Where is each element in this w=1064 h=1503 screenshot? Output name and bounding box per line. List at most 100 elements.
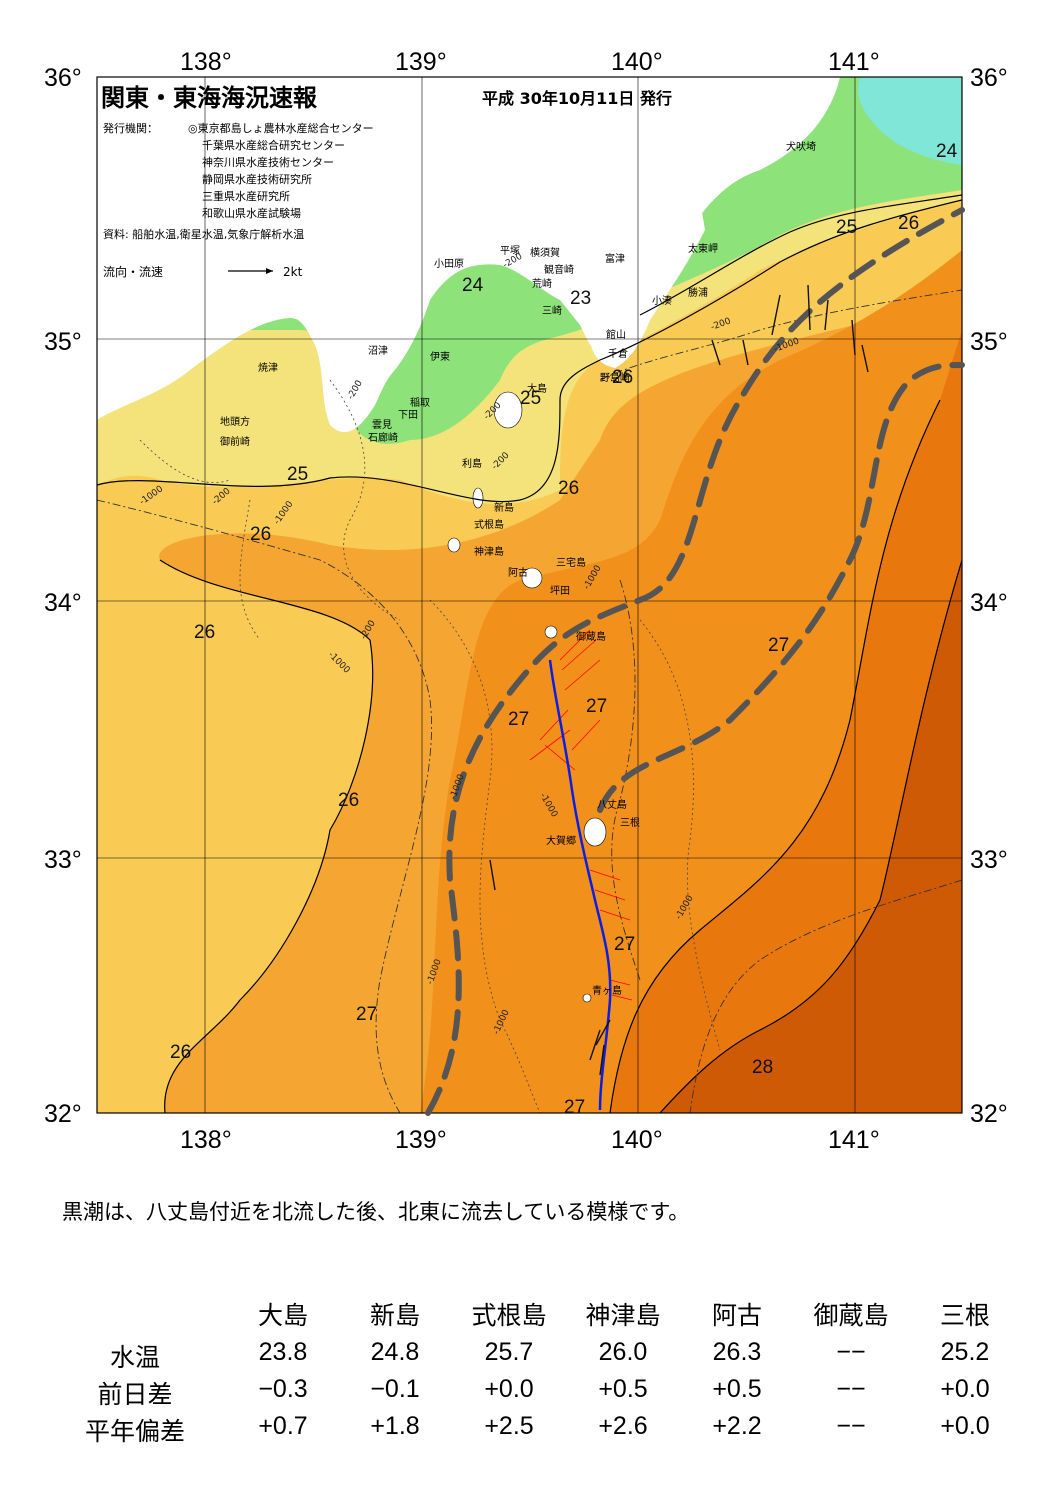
lat-left-32: 32°: [44, 1100, 82, 1128]
legend-label: 流向・流速: [103, 264, 163, 279]
place-label: 坪田: [550, 584, 570, 597]
table-cell: 25.7: [484, 1338, 534, 1366]
island-kozushima: [447, 537, 461, 553]
place-label: 伊東: [430, 350, 450, 363]
table-cell: −−: [836, 1412, 866, 1440]
table-cell: +0.0: [940, 1412, 990, 1440]
issuer-2: 神奈川県水産技術センター: [202, 155, 334, 169]
column-header: 御蔵島: [813, 1301, 889, 1330]
lat-right-36: 36°: [970, 64, 1008, 92]
data-source: 資料: 船舶水温,衛星水温,気象庁解析水温: [103, 227, 304, 241]
iso-label: 24: [462, 275, 484, 296]
lat-right-33: 33°: [970, 846, 1008, 874]
table-cell: +0.5: [712, 1375, 762, 1403]
zone-29: [660, 560, 962, 1113]
island-aogashima: [582, 993, 592, 1003]
place-label: 下田: [398, 410, 418, 421]
isotherm-labels: 24 24 23 25 26 25 25 26 26 26 26 27 27 2…: [170, 141, 958, 1118]
sea-temperature-map: 138° 139° 140° 141° 138° 139° 140° 141° …: [44, 48, 1008, 1154]
table-row: 前日差 −0.3 −0.1 +0.0 +0.5 +0.5 −− +0.0: [60, 1375, 1020, 1412]
place-label: 勝浦: [688, 286, 708, 299]
iso-label: 27: [614, 934, 635, 955]
place-label: 三根: [620, 816, 640, 829]
place-label: 稲取: [410, 397, 430, 409]
iso-label: 25: [287, 464, 308, 485]
lat-right-35: 35°: [970, 328, 1008, 356]
place-label: 焼津: [258, 362, 278, 374]
island-niijima: [472, 487, 484, 509]
island-temperature-table: 大島 新島 式根島 神津島 阿古 御蔵島 三根 水温 23.8 24.8 25.…: [60, 1296, 1020, 1449]
row-label: 平年偏差: [84, 1417, 185, 1446]
column-header: 阿古: [711, 1301, 762, 1330]
column-header: 大島: [257, 1301, 308, 1330]
place-label: 大島: [527, 382, 547, 395]
table-header-row: 大島 新島 式根島 神津島 阿古 御蔵島 三根: [60, 1296, 1020, 1338]
table-row: 平年偏差 +0.7 +1.8 +2.5 +2.6 +2.2 −− +0.0: [60, 1412, 1020, 1449]
zone-23: [858, 77, 962, 165]
land-kanto: [97, 77, 840, 433]
table-cell: +0.0: [484, 1375, 534, 1403]
iso-label: 26: [338, 790, 359, 811]
issuer-4: 三重県水産研究所: [202, 189, 290, 203]
iso-label: 26: [250, 524, 271, 545]
place-label: 御蔵島: [576, 630, 606, 643]
place-label: 野島崎: [600, 371, 630, 384]
place-label: 神津島: [474, 545, 504, 558]
lat-left-34: 34°: [44, 589, 82, 617]
place-label: 館山: [606, 328, 626, 341]
place-label: 三宅島: [556, 556, 586, 569]
iso-label: 26: [170, 1042, 191, 1063]
place-label: 地頭方: [220, 415, 250, 428]
ship-track: [548, 659, 612, 1111]
column-header: 神津島: [585, 1301, 661, 1330]
map-title: 関東・東海海況速報: [101, 84, 318, 112]
place-label: 横須賀: [530, 246, 560, 259]
table-cell: 25.2: [940, 1338, 990, 1366]
iso-label: 27: [768, 635, 789, 656]
issuer-1: 千葉県水産総合研究センター: [202, 138, 345, 152]
table-cell: −−: [836, 1375, 866, 1403]
table-cell: +2.5: [484, 1412, 534, 1440]
table-cell: +1.8: [370, 1412, 420, 1440]
legend-speed: 2kt: [283, 265, 303, 279]
table-cell: +0.0: [940, 1375, 990, 1403]
place-label: 千倉: [608, 347, 628, 360]
row-label: 前日差: [97, 1380, 173, 1409]
island-miyakejima: [521, 567, 543, 589]
issuer-3: 静岡県水産技術研究所: [202, 172, 312, 186]
iso-label: 26: [558, 478, 579, 499]
lat-right-32: 32°: [970, 1100, 1008, 1128]
place-label: 御前崎: [220, 435, 250, 448]
table-cell: +2.6: [598, 1412, 648, 1440]
place-label: 阿古: [508, 566, 528, 579]
lon-top-139: 139°: [395, 48, 447, 76]
table-cell: 26.3: [712, 1338, 762, 1366]
lon-bottom-140: 140°: [611, 1126, 663, 1154]
place-label: 利島: [462, 457, 482, 470]
island-mikurajima: [544, 625, 558, 639]
axis-labels: 138° 139° 140° 141° 138° 139° 140° 141° …: [44, 48, 1008, 1154]
lat-left-35: 35°: [44, 328, 82, 356]
place-label: 小湊: [652, 294, 672, 307]
iso-label: 25: [836, 217, 857, 238]
kuroshio-axis: [425, 207, 965, 1116]
place-label: 大賀郷: [546, 834, 576, 847]
depth-1000: [97, 289, 962, 1113]
black-vectors: [489, 284, 869, 1076]
kuroshio-summary: 黒潮は、八丈島付近を北流した後、北東に流去している模様です。: [62, 1200, 690, 1224]
table-cell: +0.7: [258, 1412, 308, 1440]
lat-left-36: 36°: [44, 64, 82, 92]
column-header: 新島: [369, 1301, 420, 1330]
iso-label: 24: [936, 141, 958, 162]
table-cell: +2.2: [712, 1412, 762, 1440]
issue-date: 平成 30年10月11日 発行: [482, 89, 672, 108]
issuer-5: 和歌山県水産試験場: [202, 206, 301, 220]
iso-label: 26: [898, 213, 919, 234]
iso-label: 26: [194, 622, 215, 643]
lon-bottom-138: 138°: [180, 1126, 232, 1154]
land-boso: [590, 200, 705, 368]
place-label: 石廊崎: [368, 431, 398, 444]
place-label: 八丈島: [597, 798, 627, 811]
place-label: 式根島: [474, 518, 504, 531]
table-row: 水温 23.8 24.8 25.7 26.0 26.3 −− 25.2: [60, 1338, 1020, 1375]
